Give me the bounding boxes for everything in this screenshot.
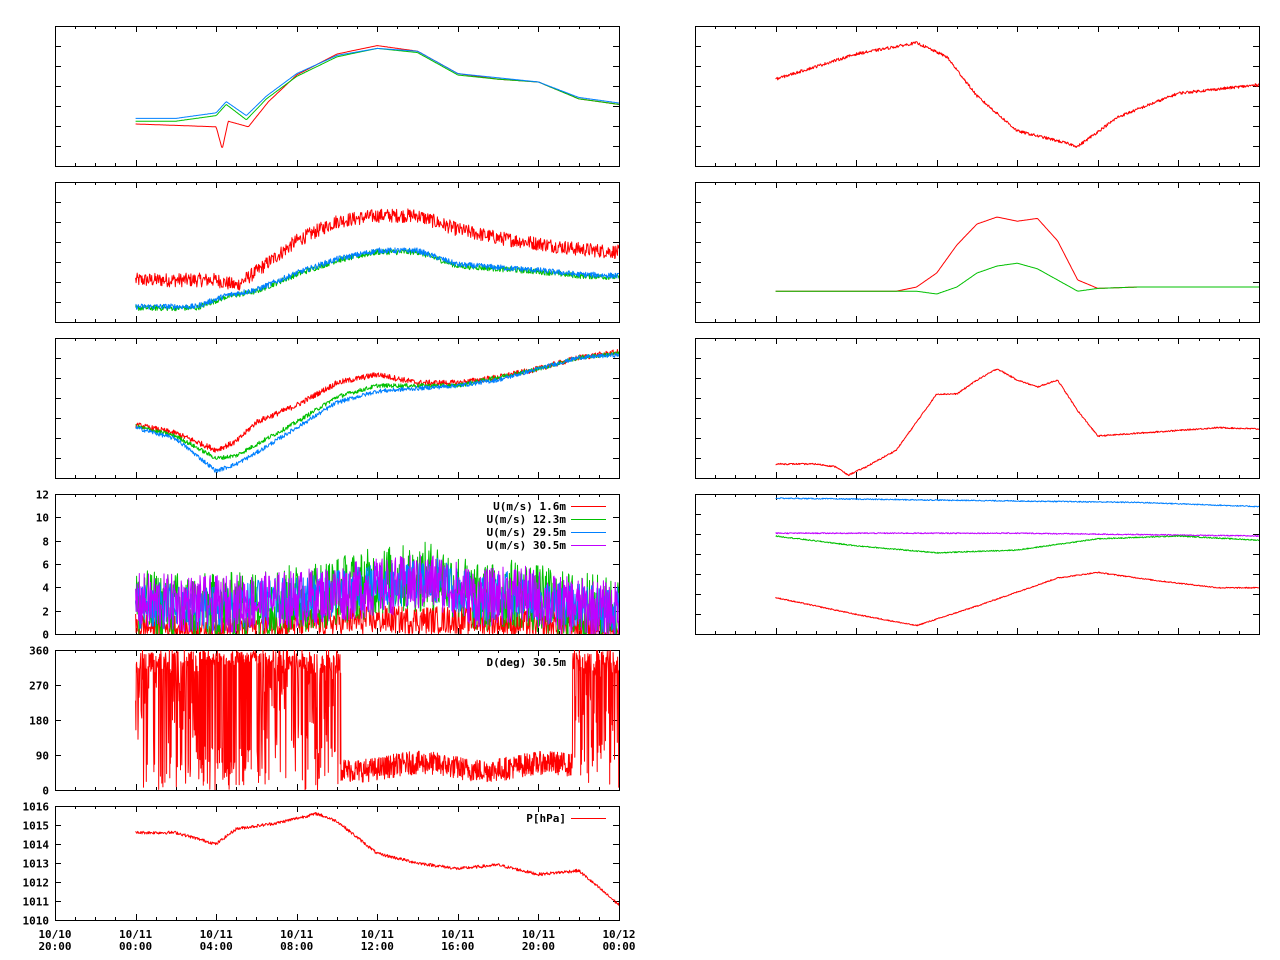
x-tick-time: 04:00 — [200, 940, 233, 953]
legend-label: U(m/s) 1.6m — [493, 500, 566, 513]
plot-area — [135, 208, 619, 312]
series-line — [775, 535, 1259, 554]
x-tick-date: 10/11 — [200, 928, 233, 941]
series-line — [775, 497, 1259, 508]
y-tick-label: 360 — [29, 645, 49, 658]
plot-area — [135, 812, 619, 906]
y-tick-label: 1012 — [23, 877, 50, 890]
panel-l5: 0 90 180 270 360 D(deg) 30.5m — [29, 645, 620, 798]
series-line — [135, 650, 619, 790]
panel-l2 — [55, 182, 620, 323]
x-tick-time: 12:00 — [361, 940, 394, 953]
panel-l3 — [55, 338, 620, 479]
y-tick-label: 10 — [36, 512, 49, 525]
series-line — [775, 262, 1259, 295]
legend-label: D(deg) 30.5m — [487, 656, 567, 669]
y-tick-label: 1015 — [23, 820, 50, 833]
plot-area — [135, 541, 619, 634]
series-line — [135, 554, 619, 634]
x-tick-time: 08:00 — [280, 940, 313, 953]
plot-frame — [55, 26, 620, 167]
x-tick-date: 10/11 — [441, 928, 474, 941]
x-tick-time: 00:00 — [119, 940, 152, 953]
x-tick-time: 16:00 — [441, 940, 474, 953]
series-line — [775, 532, 1259, 537]
x-tick-time: 20:00 — [522, 940, 555, 953]
panel-r3 — [695, 338, 1260, 479]
x-tick-date: 10/11 — [119, 928, 152, 941]
series-line — [775, 216, 1259, 292]
y-tick-label: 0 — [42, 629, 49, 642]
x-tick-date: 10/11 — [361, 928, 394, 941]
x-axis-tick-labels: 10/1020:0010/1100:0010/1104:0010/1108:00… — [38, 928, 635, 953]
legend-label: U(m/s) 12.3m — [487, 513, 567, 526]
x-tick-date: 10/11 — [280, 928, 313, 941]
panel-l6: 1010 1011 1012 1013 1014 1015 1016 P[hPa] — [23, 801, 620, 928]
y-tick-label: 1011 — [23, 896, 50, 909]
plot-frame — [55, 182, 620, 323]
legend-label: U(m/s) 30.5m — [487, 539, 567, 552]
plot-area — [135, 349, 619, 473]
y-tick-label: 1014 — [23, 839, 50, 852]
series-line — [135, 812, 619, 906]
x-tick-date: 10/12 — [602, 928, 635, 941]
series-line — [135, 247, 619, 310]
y-tick-label: 8 — [42, 536, 49, 549]
series-line — [135, 45, 619, 148]
panel-r4 — [695, 494, 1260, 635]
plot-frame — [695, 338, 1260, 479]
y-tick-label: 270 — [29, 680, 49, 693]
series-line — [775, 571, 1259, 627]
legend-label: P[hPa] — [526, 812, 566, 825]
y-tick-label: 90 — [36, 750, 49, 763]
plot-frame — [695, 494, 1260, 635]
series-line — [775, 368, 1259, 477]
series-line — [135, 208, 619, 291]
x-tick-time: 00:00 — [602, 940, 635, 953]
series-line — [135, 605, 619, 634]
y-tick-label: 1013 — [23, 858, 50, 871]
legend-label: U(m/s) 29.5m — [487, 526, 567, 539]
plot-frame — [55, 338, 620, 479]
panel-l4: 0 2 4 6 8 10 12 U(m/s) 1.6mU(m/s) 12.3mU(m/s) 2… — [36, 489, 620, 642]
panel-l1 — [55, 26, 620, 167]
plot-area — [775, 368, 1259, 477]
y-tick-label: 0 — [42, 785, 49, 798]
series-line — [135, 351, 619, 460]
y-tick-label: 2 — [42, 606, 49, 619]
series-line — [135, 352, 619, 473]
x-tick-date: 10/11 — [522, 928, 555, 941]
plot-frame — [695, 182, 1260, 323]
series-line — [135, 47, 619, 119]
panel-r2 — [695, 182, 1260, 323]
plot-area — [775, 216, 1259, 295]
plot-area — [135, 650, 619, 790]
series-line — [135, 349, 619, 453]
x-tick-date: 10/10 — [38, 928, 71, 941]
y-tick-label: 180 — [29, 715, 49, 728]
y-tick-label: 6 — [42, 559, 49, 572]
plot-area — [135, 45, 619, 148]
plot-area — [775, 497, 1259, 627]
x-tick-time: 20:00 — [38, 940, 71, 953]
panel-r1 — [695, 26, 1260, 167]
plot-area — [775, 41, 1259, 148]
y-tick-label: 12 — [36, 489, 49, 502]
series-line — [775, 41, 1259, 148]
y-tick-label: 4 — [42, 582, 49, 595]
y-tick-label: 1016 — [23, 801, 50, 814]
y-tick-label: 1010 — [23, 915, 50, 928]
